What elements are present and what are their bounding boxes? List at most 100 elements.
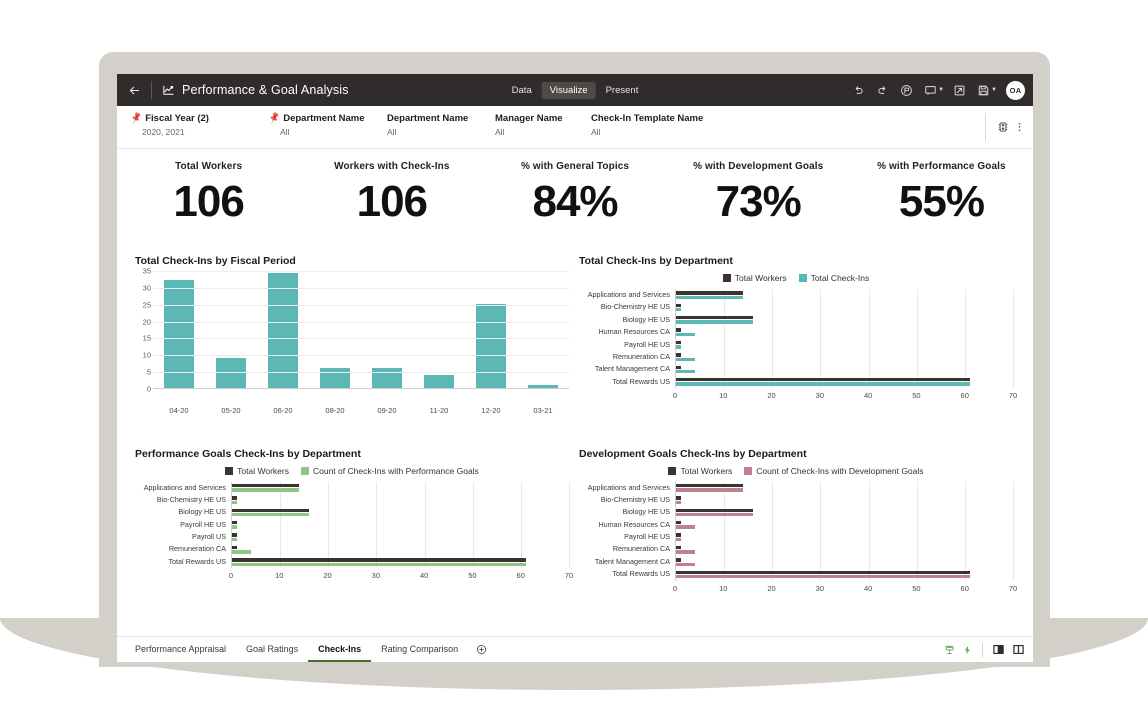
data-source-icon[interactable] [944,644,955,656]
bar[interactable] [232,483,300,488]
sheet-tab-check-ins[interactable]: Check-Ins [308,637,372,662]
bar[interactable] [232,525,237,529]
bar[interactable] [676,340,681,345]
bar[interactable] [676,483,744,488]
tab-present[interactable]: Present [605,84,639,96]
bar[interactable] [319,367,351,388]
bar[interactable] [676,365,681,370]
legend-item[interactable]: Total Workers [722,273,787,283]
bar-group[interactable] [676,376,1013,388]
legend-item[interactable]: Count of Check-Ins with Performance Goal… [300,466,479,476]
bar[interactable] [267,273,299,388]
bar[interactable] [423,374,455,388]
revert-icon[interactable] [894,74,918,106]
bar[interactable] [676,537,681,542]
legend-item[interactable]: Count of Check-Ins with Development Goal… [744,466,924,476]
filter-manager-name[interactable]: Manager Name All [495,113,591,137]
bar[interactable] [676,558,681,562]
bar[interactable] [232,488,300,492]
bar[interactable] [676,533,681,537]
chevron-down-icon[interactable]: ▼ [938,87,945,93]
bar-group[interactable] [676,531,1013,543]
bar-column[interactable] [465,271,517,388]
sheet-tab-goal-ratings[interactable]: Goal Ratings [246,643,299,654]
bar[interactable] [475,303,507,388]
layout-left-panel-icon[interactable] [992,643,1005,656]
bar[interactable] [232,550,252,554]
bar-group[interactable] [232,494,569,506]
bar-column[interactable] [413,271,465,388]
bar[interactable] [676,545,681,550]
bar[interactable] [676,520,681,525]
bar[interactable] [232,508,310,512]
bar-group[interactable] [676,506,1013,518]
settings-gear-icon[interactable] [997,121,1009,133]
bar[interactable] [676,382,970,386]
bar[interactable] [232,558,526,562]
more-vertical-icon[interactable] [1014,121,1025,133]
bar[interactable] [676,550,696,554]
bar-group[interactable] [676,339,1013,351]
avatar[interactable]: OA [1006,80,1025,100]
bar-group[interactable] [232,482,569,494]
bar[interactable] [676,328,681,332]
filter-department-name[interactable]: Department Name All [387,113,495,137]
bar[interactable] [232,520,237,525]
bar-group[interactable] [676,543,1013,555]
bar[interactable] [676,353,681,357]
bar[interactable] [676,500,681,504]
comment-icon[interactable] [918,74,942,106]
bar[interactable] [676,357,696,362]
bar[interactable] [676,525,696,529]
chevron-down-icon[interactable]: ▼ [991,87,997,93]
sheet-tab-performance-appraisal[interactable]: Performance Appraisal [135,643,227,654]
bar-group[interactable] [676,494,1013,506]
bar-group[interactable] [676,519,1013,531]
bar-column[interactable] [257,271,309,388]
bar-group[interactable] [676,301,1013,313]
bar[interactable] [676,496,681,500]
bar[interactable] [676,303,681,308]
bar-group[interactable] [676,556,1013,568]
bar[interactable] [232,512,310,517]
bar-group[interactable] [232,531,569,543]
bar-column[interactable] [517,271,569,388]
bar[interactable] [676,308,681,312]
sheet-tab-rating-comparison[interactable]: Rating Comparison [381,643,459,654]
bar-group[interactable] [232,519,569,531]
legend-item[interactable]: Total Workers [668,466,732,476]
bar-group[interactable] [232,556,569,568]
bar[interactable] [676,332,696,337]
bar[interactable] [527,384,559,388]
bar[interactable] [676,370,696,374]
bar[interactable] [232,500,237,504]
filter-fiscal-year[interactable]: 📌 Fiscal Year (2) 2020, 2021 [117,111,269,137]
bar[interactable] [232,562,526,566]
bar[interactable] [232,496,237,500]
arrow-left-icon[interactable] [117,74,151,106]
bar[interactable] [676,316,754,320]
bar-group[interactable] [676,482,1013,494]
bar-group[interactable] [676,289,1013,301]
bar[interactable] [232,537,237,542]
layout-right-panel-icon[interactable] [1012,643,1025,656]
bar-group[interactable] [232,506,569,518]
bar-group[interactable] [676,314,1013,326]
tab-visualize[interactable]: Visualize [541,81,596,99]
bar-group[interactable] [676,363,1013,375]
bar[interactable] [676,512,754,517]
bar[interactable] [676,570,970,574]
bar[interactable] [676,562,696,566]
bar[interactable] [676,508,754,512]
undo-icon[interactable] [846,74,870,106]
bar[interactable] [676,488,744,492]
bar[interactable] [676,574,970,579]
bar[interactable] [676,320,754,324]
bar[interactable] [676,291,744,295]
bar[interactable] [232,533,237,537]
image-export-icon[interactable] [947,74,971,106]
save-icon[interactable] [971,74,995,106]
lightning-icon[interactable] [962,644,973,656]
redo-icon[interactable] [870,74,894,106]
bar[interactable] [163,280,195,388]
